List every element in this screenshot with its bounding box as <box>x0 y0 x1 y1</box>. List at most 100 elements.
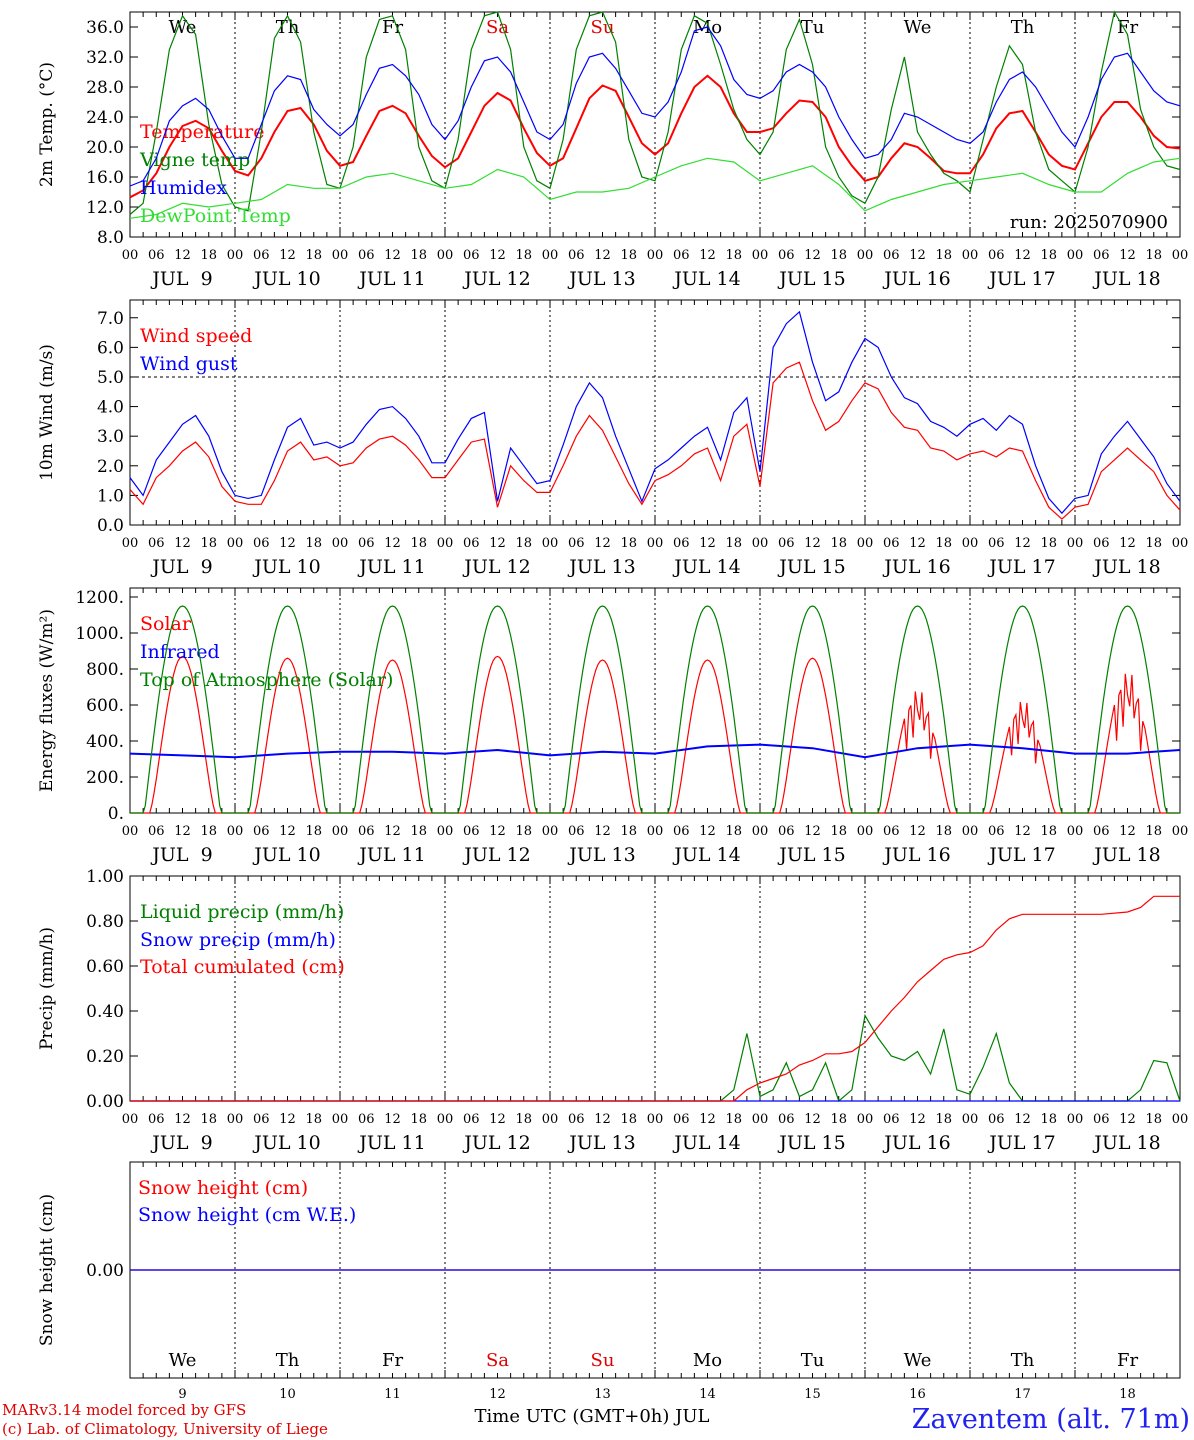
y-axis-label: Energy fluxes (W/m²) <box>37 609 57 792</box>
hour-label: 12 <box>699 536 716 551</box>
hour-label: 06 <box>358 824 375 839</box>
y-tick-label: 5.0 <box>97 368 124 388</box>
hour-label: 12 <box>174 248 191 263</box>
series-line-dewpoint-temp <box>129 157 1181 219</box>
legend-entry: Liquid precip (mm/h) <box>140 901 344 923</box>
hour-label: 00 <box>332 1112 349 1127</box>
hour-label: 00 <box>1067 248 1084 263</box>
hour-label: 18 <box>725 536 742 551</box>
y-tick-label: 7.0 <box>97 309 124 329</box>
date-label: JUL 13 <box>567 268 635 290</box>
hour-label: 00 <box>542 248 559 263</box>
hour-label: 18 <box>200 824 217 839</box>
y-tick-label: 800. <box>86 660 124 680</box>
date-label: JUL 14 <box>672 844 740 866</box>
date-label: JUL 15 <box>777 1132 845 1154</box>
legend-entry: Humidex <box>140 177 227 199</box>
hour-label: 12 <box>1119 536 1136 551</box>
hour-label: 18 <box>410 536 427 551</box>
hour-label: 18 <box>200 248 217 263</box>
hour-label: 18 <box>830 824 847 839</box>
day-number: 9 <box>178 1387 186 1402</box>
hour-label: 00 <box>437 248 454 263</box>
hour-label: 18 <box>515 824 532 839</box>
y-tick-label: 36.0 <box>86 18 124 38</box>
day-name: Fr <box>382 1350 403 1371</box>
y-axis-label: 2m Temp. (°C) <box>37 62 57 187</box>
legend-entry: Snow height (cm) <box>138 1177 308 1199</box>
y-tick-label: 4.0 <box>97 398 124 418</box>
series-line-humidex <box>129 26 1181 187</box>
day-number: 16 <box>909 1387 926 1402</box>
hour-label: 06 <box>1093 824 1110 839</box>
hour-label: 12 <box>489 1112 506 1127</box>
date-label: JUL 18 <box>1092 268 1160 290</box>
hour-label: 06 <box>358 1112 375 1127</box>
day-number: 14 <box>699 1387 716 1402</box>
series-line-top-of-atmosphere-solar- <box>130 605 1180 814</box>
legend-entry: Temperature <box>140 121 264 143</box>
date-label: JUL 9 <box>150 844 212 866</box>
hour-label: 12 <box>489 824 506 839</box>
date-label: JUL 11 <box>357 556 425 578</box>
hour-label: 12 <box>489 536 506 551</box>
hour-label: 18 <box>620 248 637 263</box>
hour-label: 18 <box>830 536 847 551</box>
hour-label: 06 <box>568 1112 585 1127</box>
panel-3: 0. 200. 400. 600. 800. 1000. 1200. Energy fluxe… <box>37 587 1188 866</box>
date-label: JUL 11 <box>357 1132 425 1154</box>
hour-label: 06 <box>1093 1112 1110 1127</box>
y-tick-label: 0.40 <box>86 1002 124 1022</box>
hour-label: 18 <box>515 1112 532 1127</box>
hour-label: 06 <box>673 536 690 551</box>
legend-entry: Wind speed <box>140 325 252 347</box>
hour-label: 00 <box>227 824 244 839</box>
day-name: Fr <box>382 17 403 38</box>
series-line-temperature <box>129 74 1181 199</box>
hour-label: 12 <box>594 824 611 839</box>
hour-label: 00 <box>542 824 559 839</box>
series-line-liquid-precip-mm-h- <box>130 1013 1181 1103</box>
hour-label: 06 <box>883 824 900 839</box>
hour-label: 00 <box>1172 536 1189 551</box>
day-name: Th <box>276 1350 300 1371</box>
day-name: We <box>904 17 932 38</box>
hour-label: 06 <box>673 1112 690 1127</box>
day-name: Fr <box>1117 1350 1138 1371</box>
hour-label: 06 <box>463 824 480 839</box>
date-label: JUL 16 <box>882 844 950 866</box>
hour-label: 00 <box>542 1112 559 1127</box>
hour-label: 12 <box>699 1112 716 1127</box>
legend-entry: Total cumulated (cm) <box>140 956 345 978</box>
hour-label: 00 <box>647 824 664 839</box>
day-name: Mo <box>693 1350 722 1371</box>
legend-entry: Snow height (cm W.E.) <box>138 1204 356 1226</box>
hour-label: 18 <box>620 1112 637 1127</box>
y-tick-label: 0.00 <box>86 1261 124 1281</box>
day-name: Sa <box>486 17 509 38</box>
hour-label: 00 <box>332 248 349 263</box>
hour-label: 12 <box>804 536 821 551</box>
hour-label: 06 <box>778 536 795 551</box>
day-number: 13 <box>594 1387 611 1402</box>
date-label: JUL 12 <box>462 556 530 578</box>
day-name: Sa <box>486 1350 509 1371</box>
legend-entry: Wind gust <box>140 353 238 375</box>
y-tick-label: 0.00 <box>86 1092 124 1112</box>
date-label: JUL 9 <box>150 556 212 578</box>
panel-2: 0.0 1.0 2.0 3.0 4.0 5.0 6.0 7.0 10m Wind (m/s) 00… <box>37 299 1189 578</box>
y-tick-label: 2.0 <box>97 457 124 477</box>
panel-5: 0.00 Snow height (cm) We Th Fr Sa Su Mo Tu We Th Fr… <box>37 1161 1181 1402</box>
day-name: Su <box>591 17 615 38</box>
hour-label: 00 <box>857 248 874 263</box>
day-name: Th <box>1011 1350 1035 1371</box>
y-tick-label: 0. <box>108 804 124 824</box>
hour-label: 06 <box>988 248 1005 263</box>
hour-label: 12 <box>594 536 611 551</box>
y-tick-label: 6.0 <box>97 338 124 358</box>
hour-label: 06 <box>883 248 900 263</box>
day-name: We <box>169 1350 197 1371</box>
hour-label: 06 <box>1093 248 1110 263</box>
hour-label: 12 <box>1119 824 1136 839</box>
y-tick-label: 0.80 <box>86 912 124 932</box>
